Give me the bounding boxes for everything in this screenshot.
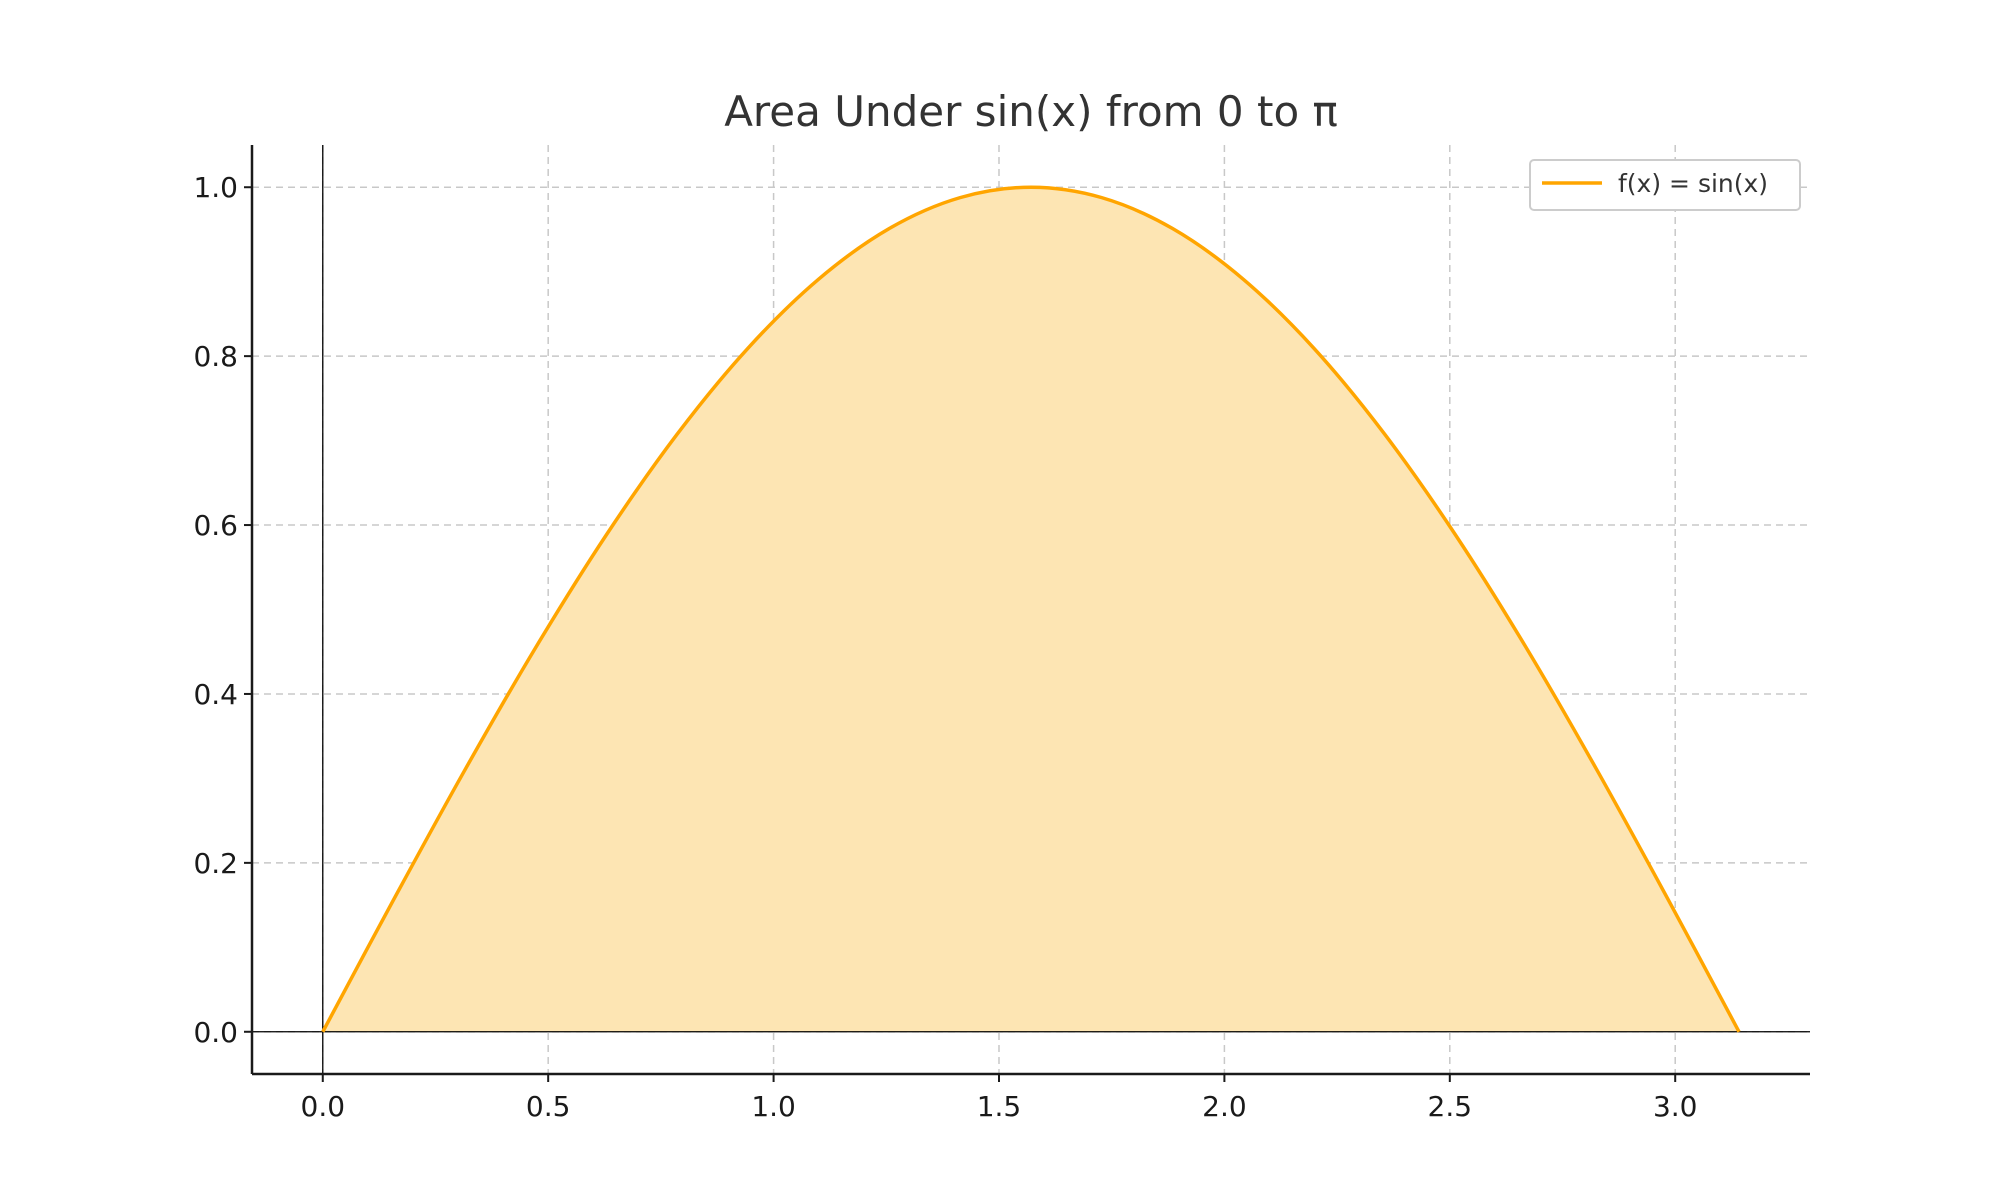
y-ticks: 0.0 0.2 0.4 0.6 0.8 1.0: [193, 171, 252, 1049]
area-fill: [322, 187, 1740, 1032]
x-tick-label: 0.0: [301, 1090, 346, 1123]
y-tick-label: 0.8: [193, 340, 238, 373]
axes: [250, 145, 1810, 1076]
x-tick-label: 1.5: [977, 1090, 1022, 1123]
y-tick-label: 0.0: [193, 1016, 238, 1049]
legend: f(x) = sin(x): [1529, 159, 1801, 211]
x-tick-label: 1.0: [751, 1090, 796, 1123]
x-ticks: 0.0 0.5 1.0 1.5 2.0 2.5 3.0: [301, 1074, 1698, 1123]
legend-frame: [1529, 159, 1801, 211]
y-tick-label: 0.4: [193, 678, 238, 711]
chart-title: Area Under sin(x) from 0 to π: [724, 87, 1338, 136]
legend-label: f(x) = sin(x): [1618, 169, 1768, 198]
x-tick-label: 3.0: [1653, 1090, 1698, 1123]
y-tick-label: 1.0: [193, 171, 238, 204]
area-fill-layer: [322, 187, 1740, 1032]
reference-lines: [252, 145, 1810, 1074]
series-line-layer: [321, 185, 1741, 1033]
y-tick-label: 0.2: [193, 847, 238, 880]
x-tick-label: 2.5: [1428, 1090, 1473, 1123]
x-tick-label: 0.5: [526, 1090, 571, 1123]
x-tick-label: 2.0: [1202, 1090, 1247, 1123]
y-tick-label: 0.6: [193, 509, 238, 542]
